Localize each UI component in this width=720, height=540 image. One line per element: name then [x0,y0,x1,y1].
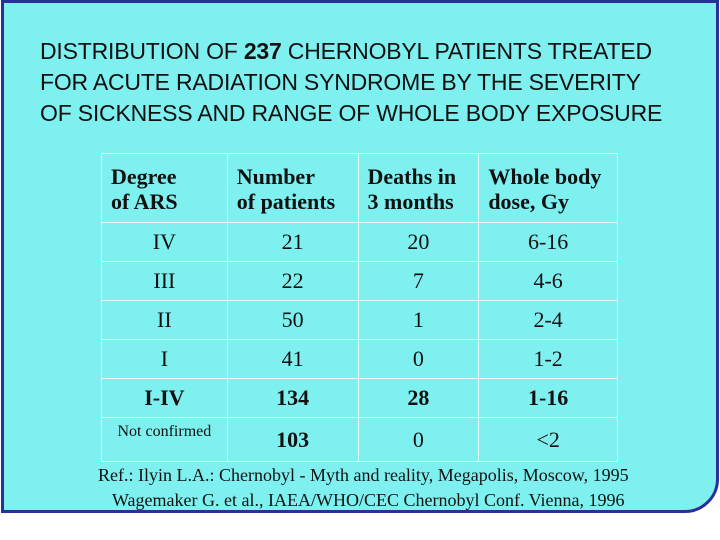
header-deaths: Deaths in 3 months [357,153,480,223]
title-line3: OF SICKNESS AND RANGE OF WHOLE BODY EXPO… [40,100,663,126]
cell-deaths: 28 [357,378,480,418]
header-deaths-line2: 3 months [367,189,454,214]
cell-patients: 41 [226,339,359,379]
cell-deaths: 20 [357,222,480,262]
table-header-row: Degree of ARS Number of patients Deaths in… [101,153,618,223]
cell-deaths: 1 [357,300,480,340]
header-dose-line1: Whole body [488,164,602,189]
title-line1-suffix: CHERNOBYL PATIENTS TREATED [281,38,652,64]
table-row: III 22 7 4-6 [101,261,618,301]
table-row: IV 21 20 6-16 [101,222,618,262]
header-degree: Degree of ARS [101,153,228,223]
header-degree-line1: Degree [111,164,177,189]
cell-dose: <2 [478,417,618,462]
reference-ilyin: Ref.: Ilyin L.A.: Chernobyl - Myth and r… [98,465,629,485]
cell-patients: 103 [226,417,359,462]
header-dose-line2: dose, Gy [488,189,569,214]
header-patients-line1: Number [236,164,315,189]
cell-dose: 4-6 [478,261,618,301]
ars-distribution-table: Degree of ARS Number of patients Deaths in… [101,153,618,462]
cell-dose: 1-2 [478,339,618,379]
cell-dose: 2-4 [478,300,618,340]
header-degree-line2: of ARS [111,189,178,214]
title-line2: FOR ACUTE RADIATION SYNDROME BY THE SEVE… [40,69,641,95]
cell-degree: I-IV [101,378,228,418]
cell-patients: 22 [226,261,359,301]
cell-patients: 50 [226,300,359,340]
title-line1-prefix: DISTRIBUTION OF [40,38,244,64]
slide: DISTRIBUTION OF 237 CHERNOBYL PATIENTS T… [1,0,719,513]
cell-degree: III [101,261,228,301]
slide-title: DISTRIBUTION OF 237 CHERNOBYL PATIENTS T… [40,36,700,129]
reference-wagemaker: Wagemaker G. et al., IAEA/WHO/CEC Cherno… [112,490,625,510]
header-patients-line2: of patients [236,189,336,214]
cell-dose: 1-16 [478,378,618,418]
header-patients: Number of patients [226,153,359,223]
table-row: I 41 0 1-2 [101,339,618,379]
cell-patients: 21 [226,222,359,262]
header-deaths-line1: Deaths in [367,164,457,189]
cell-patients: 134 [226,378,359,418]
table-row: II 50 1 2-4 [101,300,618,340]
cell-deaths: 0 [357,417,480,462]
table-row-total: I-IV 134 28 1-16 [101,378,618,418]
cell-degree: Not confirmed [101,417,228,462]
title-patient-count: 237 [243,38,282,64]
header-dose: Whole body dose, Gy [478,153,618,223]
table-row: Not confirmed 103 0 <2 [101,417,618,462]
cell-dose: 6-16 [478,222,618,262]
cell-deaths: 0 [357,339,480,379]
cell-degree: IV [101,222,228,262]
cell-deaths: 7 [357,261,480,301]
cell-degree: II [101,300,228,340]
cell-degree: I [101,339,228,379]
